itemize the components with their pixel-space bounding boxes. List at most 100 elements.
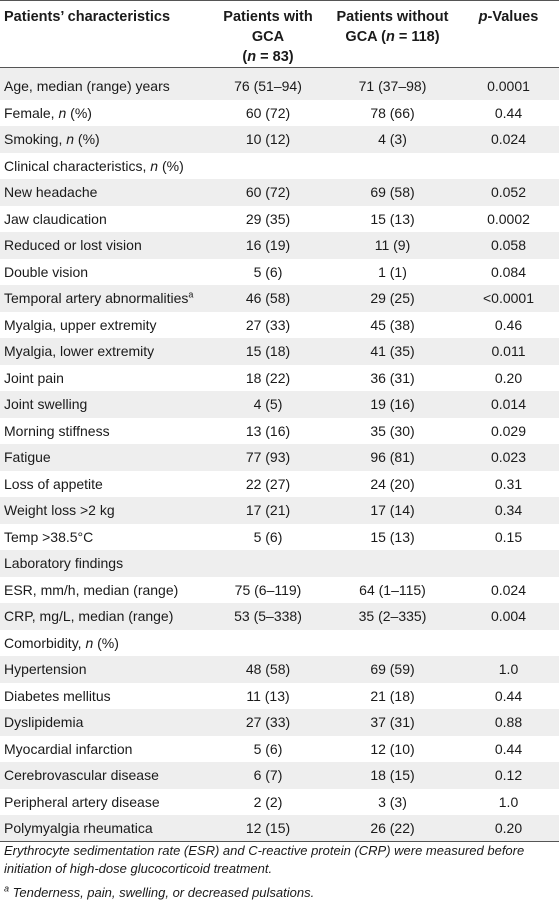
- p-value: 0.0001: [458, 67, 559, 100]
- value-with-gca: 53 (5–338): [209, 603, 327, 630]
- table-row: CRP, mg/L, median (range) 53 (5–338) 35 (2…: [0, 603, 559, 630]
- p-value: 0.084: [458, 258, 559, 285]
- row-label: Joint pain: [0, 364, 209, 391]
- table-row: Clinical characteristics, n (%): [0, 152, 559, 179]
- value-with-gca: [209, 629, 327, 656]
- value-with-gca: 27 (33): [209, 311, 327, 338]
- value-without-gca: 78 (66): [327, 99, 458, 126]
- row-label: Diabetes mellitus: [0, 682, 209, 709]
- value-with-gca: 6 (7): [209, 762, 327, 789]
- row-label: CRP, mg/L, median (range): [0, 603, 209, 630]
- p-value: 0.20: [458, 815, 559, 842]
- p-value: 0.0002: [458, 205, 559, 232]
- row-label: Myalgia, lower extremity: [0, 338, 209, 365]
- p-value: [458, 629, 559, 656]
- table-row: Loss of appetite 22 (27) 24 (20) 0.31: [0, 470, 559, 497]
- row-label: Age, median (range) years: [0, 67, 209, 100]
- value-without-gca: 96 (81): [327, 444, 458, 471]
- characteristics-table: Patients’ characteristics Patients with …: [0, 0, 559, 842]
- row-label: Female, n (%): [0, 99, 209, 126]
- row-label: Cerebrovascular disease: [0, 762, 209, 789]
- row-label: Temp >38.5°C: [0, 523, 209, 550]
- value-with-gca: 5 (6): [209, 523, 327, 550]
- row-label: Peripheral artery disease: [0, 788, 209, 815]
- table-row: Temp >38.5°C 5 (6) 15 (13) 0.15: [0, 523, 559, 550]
- p-value: 0.44: [458, 682, 559, 709]
- row-label: Morning stiffness: [0, 417, 209, 444]
- table-row: Hypertension 48 (58) 69 (59) 1.0: [0, 656, 559, 683]
- table-body: Age, median (range) years 76 (51–94) 71 (3…: [0, 67, 559, 842]
- value-without-gca: 18 (15): [327, 762, 458, 789]
- value-without-gca: 24 (20): [327, 470, 458, 497]
- table-row: Weight loss >2 kg 17 (21) 17 (14) 0.34: [0, 497, 559, 524]
- value-without-gca: 29 (25): [327, 285, 458, 312]
- value-without-gca: 45 (38): [327, 311, 458, 338]
- value-without-gca: 21 (18): [327, 682, 458, 709]
- p-value: 0.34: [458, 497, 559, 524]
- value-with-gca: 27 (33): [209, 709, 327, 736]
- value-without-gca: 19 (16): [327, 391, 458, 418]
- p-value: 0.023: [458, 444, 559, 471]
- row-label: Polymyalgia rheumatica: [0, 815, 209, 842]
- table-row: Dyslipidemia 27 (33) 37 (31) 0.88: [0, 709, 559, 736]
- value-with-gca: 48 (58): [209, 656, 327, 683]
- value-without-gca: 11 (9): [327, 232, 458, 259]
- value-without-gca: 35 (2–335): [327, 603, 458, 630]
- value-with-gca: 13 (16): [209, 417, 327, 444]
- p-value: 0.052: [458, 179, 559, 206]
- value-without-gca: 3 (3): [327, 788, 458, 815]
- value-without-gca: 26 (22): [327, 815, 458, 842]
- value-without-gca: 69 (59): [327, 656, 458, 683]
- row-label: Reduced or lost vision: [0, 232, 209, 259]
- table-row: Laboratory findings: [0, 550, 559, 577]
- value-with-gca: 5 (6): [209, 735, 327, 762]
- row-label: ESR, mm/h, median (range): [0, 576, 209, 603]
- value-without-gca: 15 (13): [327, 523, 458, 550]
- value-without-gca: 71 (37–98): [327, 67, 458, 100]
- table-row: Diabetes mellitus 11 (13) 21 (18) 0.44: [0, 682, 559, 709]
- value-without-gca: 41 (35): [327, 338, 458, 365]
- table-row: Reduced or lost vision 16 (19) 11 (9) 0.058: [0, 232, 559, 259]
- p-value: 0.004: [458, 603, 559, 630]
- p-value: 0.024: [458, 126, 559, 153]
- value-without-gca: 37 (31): [327, 709, 458, 736]
- value-without-gca: [327, 629, 458, 656]
- table-row: Comorbidity, n (%): [0, 629, 559, 656]
- value-with-gca: 4 (5): [209, 391, 327, 418]
- p-value: 0.011: [458, 338, 559, 365]
- note-footnote: a Tenderness, pain, swelling, or decreas…: [4, 883, 315, 900]
- value-with-gca: 75 (6–119): [209, 576, 327, 603]
- row-label: Weight loss >2 kg: [0, 497, 209, 524]
- row-label: Joint swelling: [0, 391, 209, 418]
- row-label: Laboratory findings: [0, 550, 209, 577]
- value-without-gca: 69 (58): [327, 179, 458, 206]
- row-label: New headache: [0, 179, 209, 206]
- row-label: Comorbidity, n (%): [0, 629, 209, 656]
- value-with-gca: 11 (13): [209, 682, 327, 709]
- table-row: Myocardial infarction 5 (6) 12 (10) 0.44: [0, 735, 559, 762]
- header-with-gca: Patients with GCA (n = 83): [209, 0, 327, 68]
- value-with-gca: 22 (27): [209, 470, 327, 497]
- value-with-gca: 29 (35): [209, 205, 327, 232]
- value-without-gca: 15 (13): [327, 205, 458, 232]
- table-row: Myalgia, upper extremity 27 (33) 45 (38) 0.…: [0, 311, 559, 338]
- table-row: Female, n (%) 60 (72) 78 (66) 0.44: [0, 99, 559, 126]
- table-row: Temporal artery abnormalitiesa 46 (58) 29 …: [0, 285, 559, 312]
- value-with-gca: 16 (19): [209, 232, 327, 259]
- value-with-gca: 15 (18): [209, 338, 327, 365]
- value-without-gca: 17 (14): [327, 497, 458, 524]
- p-value: 0.44: [458, 99, 559, 126]
- table-row: Joint swelling 4 (5) 19 (16) 0.014: [0, 391, 559, 418]
- value-with-gca: [209, 550, 327, 577]
- p-value: 0.88: [458, 709, 559, 736]
- row-label: Fatigue: [0, 444, 209, 471]
- p-value: 0.058: [458, 232, 559, 259]
- table-row: ESR, mm/h, median (range) 75 (6–119) 64 (1…: [0, 576, 559, 603]
- p-value: [458, 152, 559, 179]
- table-row: Fatigue 77 (93) 96 (81) 0.023: [0, 444, 559, 471]
- table-row: Morning stiffness 13 (16) 35 (30) 0.029: [0, 417, 559, 444]
- row-label: Clinical characteristics, n (%): [0, 152, 209, 179]
- p-value: 1.0: [458, 788, 559, 815]
- p-value: 0.15: [458, 523, 559, 550]
